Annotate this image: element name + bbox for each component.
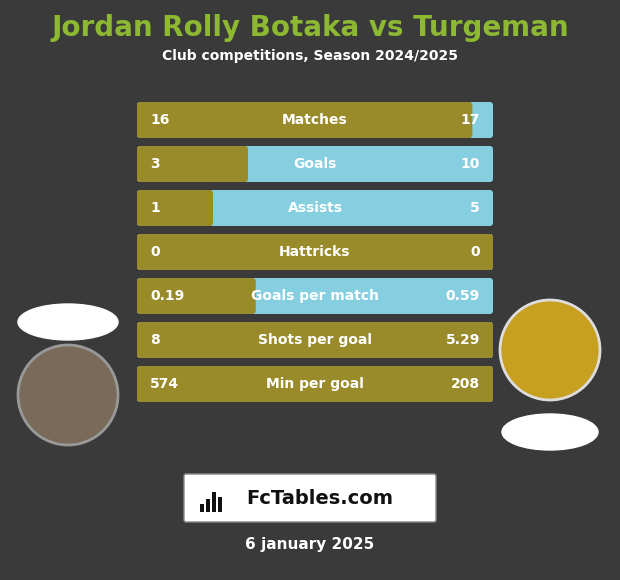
FancyBboxPatch shape (184, 474, 436, 522)
Text: 208: 208 (451, 377, 480, 391)
Text: Jordan Rolly Botaka vs Turgeman: Jordan Rolly Botaka vs Turgeman (51, 14, 569, 42)
Text: 10: 10 (461, 157, 480, 171)
FancyBboxPatch shape (137, 278, 255, 314)
Text: 0.59: 0.59 (446, 289, 480, 303)
Text: 8: 8 (150, 333, 160, 347)
Text: Goals: Goals (293, 157, 337, 171)
Text: 0: 0 (471, 245, 480, 259)
Text: 574: 574 (150, 377, 179, 391)
FancyBboxPatch shape (137, 366, 493, 402)
Text: Club competitions, Season 2024/2025: Club competitions, Season 2024/2025 (162, 49, 458, 63)
Text: 3: 3 (150, 157, 159, 171)
FancyBboxPatch shape (137, 190, 213, 226)
Text: 5.29: 5.29 (446, 333, 480, 347)
Text: Min per goal: Min per goal (266, 377, 364, 391)
FancyBboxPatch shape (137, 234, 493, 270)
FancyBboxPatch shape (137, 102, 493, 138)
Text: Shots per goal: Shots per goal (258, 333, 372, 347)
Text: Hattricks: Hattricks (279, 245, 351, 259)
Text: Assists: Assists (288, 201, 342, 215)
FancyBboxPatch shape (137, 102, 472, 138)
FancyBboxPatch shape (137, 278, 493, 314)
Circle shape (500, 300, 600, 400)
FancyBboxPatch shape (137, 322, 493, 358)
Bar (206, 499, 210, 512)
Text: 16: 16 (150, 113, 169, 127)
Text: 1: 1 (150, 201, 160, 215)
Bar (218, 497, 222, 512)
Ellipse shape (502, 414, 598, 450)
Text: 6 january 2025: 6 january 2025 (246, 538, 374, 553)
FancyBboxPatch shape (137, 190, 493, 226)
Text: 5: 5 (470, 201, 480, 215)
Text: FcTables.com: FcTables.com (247, 488, 394, 508)
FancyBboxPatch shape (137, 146, 493, 182)
Bar (200, 504, 204, 512)
FancyBboxPatch shape (137, 234, 493, 270)
Bar (212, 492, 216, 512)
FancyBboxPatch shape (137, 146, 248, 182)
Text: 0.19: 0.19 (150, 289, 184, 303)
Text: 0: 0 (150, 245, 159, 259)
Ellipse shape (18, 304, 118, 340)
Text: 17: 17 (461, 113, 480, 127)
Circle shape (18, 345, 118, 445)
FancyBboxPatch shape (137, 322, 493, 358)
Text: Goals per match: Goals per match (251, 289, 379, 303)
Text: Matches: Matches (282, 113, 348, 127)
FancyBboxPatch shape (137, 366, 493, 402)
